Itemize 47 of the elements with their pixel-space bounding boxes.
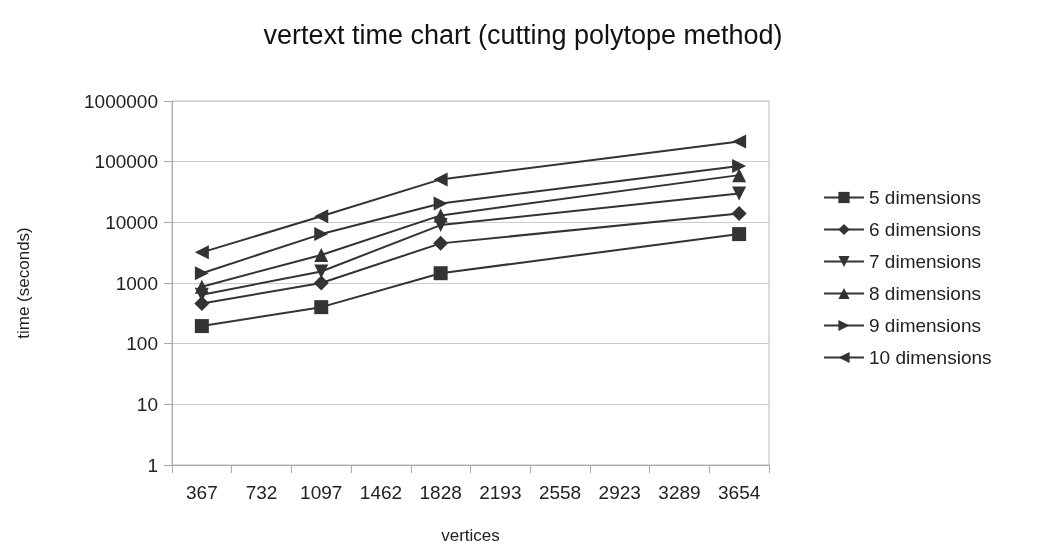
y-tick-label: 100000 <box>94 151 158 173</box>
x-tick-label: 2923 <box>598 482 641 503</box>
y-tick-label: 1000000 <box>84 90 158 112</box>
y-tick-label: 1 <box>147 454 158 476</box>
y-tick-label: 100 <box>126 333 158 355</box>
legend-label: 7 dimensions <box>869 251 981 272</box>
x-tick-label: 2193 <box>479 482 522 503</box>
point <box>314 300 329 315</box>
x-axis-title: vertices <box>441 526 500 545</box>
legend-label: 6 dimensions <box>869 219 981 240</box>
point <box>732 186 747 201</box>
x-tick-label: 2558 <box>538 482 582 503</box>
x-tick-label: 1097 <box>300 482 343 503</box>
point <box>732 168 747 183</box>
point <box>194 266 209 281</box>
legend-label: 5 dimensions <box>869 187 981 208</box>
y-tick-label: 1000 <box>115 272 158 294</box>
y-tick-label: 10 <box>136 393 158 415</box>
point <box>314 227 329 242</box>
point <box>433 172 448 187</box>
point <box>314 264 329 279</box>
point <box>194 319 209 334</box>
point <box>731 205 747 221</box>
x-tick-label: 3654 <box>718 482 761 503</box>
point <box>732 134 747 149</box>
chart-title: vertext time chart (cutting polytope method) <box>263 19 783 50</box>
point <box>433 235 449 251</box>
point <box>433 218 448 233</box>
point <box>194 295 210 311</box>
y-axis-title: time (seconds) <box>14 227 33 339</box>
x-tick-label: 1828 <box>419 482 462 503</box>
point <box>314 209 329 224</box>
point <box>433 266 448 281</box>
point <box>732 227 747 242</box>
x-tick-label: 1462 <box>359 482 403 503</box>
point <box>313 275 329 291</box>
legend-label: 10 dimensions <box>869 347 992 368</box>
x-tick-label: 3289 <box>658 482 701 503</box>
x-tick-label: 732 <box>245 482 278 503</box>
point <box>314 247 329 262</box>
legend-label: 8 dimensions <box>869 283 981 304</box>
y-tick-label: 10000 <box>105 211 158 233</box>
point <box>194 245 209 260</box>
point <box>433 196 448 211</box>
legend-label: 9 dimensions <box>869 315 981 336</box>
x-tick-label: 367 <box>186 482 218 503</box>
point <box>732 158 747 173</box>
